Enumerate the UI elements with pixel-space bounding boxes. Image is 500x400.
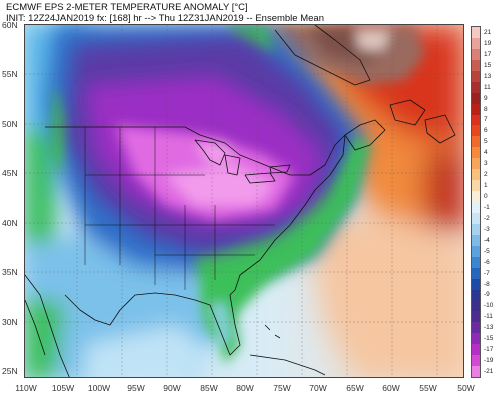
lon-label: 110W	[15, 383, 37, 393]
color-scale-label: -21	[484, 368, 494, 376]
color-scale-label: -6	[484, 258, 490, 266]
color-scale-cell	[472, 158, 480, 170]
lon-label: 100W	[87, 383, 111, 393]
color-scale-cell	[472, 92, 480, 104]
lon-label: 75W	[273, 383, 291, 393]
color-scale-label: 0	[484, 193, 488, 201]
color-scale-cell	[472, 322, 480, 334]
lon-label: 80W	[236, 383, 254, 393]
color-scale-label: -7	[484, 269, 490, 277]
color-scale-label: 3	[484, 160, 488, 168]
lon-label: 50W	[457, 383, 475, 393]
lon-label: 85W	[200, 383, 218, 393]
color-scale-bar	[471, 26, 481, 378]
color-scale-label: -8	[484, 280, 490, 288]
lon-label: 55W	[419, 383, 437, 393]
color-scale-cell	[472, 344, 480, 356]
color-scale-label: 13	[484, 72, 492, 80]
color-scale-cell	[472, 27, 480, 38]
color-scale-label: 5	[484, 138, 488, 146]
color-scale-cell	[472, 169, 480, 181]
lat-label: 40N	[2, 218, 18, 228]
lon-label: 65W	[346, 383, 364, 393]
color-scale-cell	[472, 256, 480, 268]
color-scale-cell	[472, 191, 480, 202]
color-scale-label: 21	[484, 28, 492, 36]
color-scale-cell	[472, 114, 480, 126]
color-scale-cell	[472, 355, 480, 367]
temperature-anomaly-map	[24, 24, 464, 378]
color-scale-cell	[472, 202, 480, 213]
color-scale-cell	[472, 223, 480, 235]
color-scale-label: 15	[484, 61, 492, 69]
color-scale-label: -11	[484, 313, 493, 321]
color-scale-cell	[472, 311, 480, 323]
color-scale-cell	[472, 212, 480, 224]
color-scale-cell	[472, 300, 480, 312]
color-scale-cell	[472, 136, 480, 148]
graticule	[25, 25, 463, 377]
color-scale-cell	[472, 333, 480, 345]
lon-label: 105W	[51, 383, 75, 393]
florida-region	[205, 290, 240, 365]
color-scale-label: -1	[484, 203, 490, 211]
color-scale-cell	[472, 366, 480, 377]
color-scale-label: 8	[484, 105, 488, 113]
color-scale-label: -9	[484, 291, 490, 299]
color-scale-label: -13	[484, 324, 494, 332]
color-scale-label: -5	[484, 247, 490, 255]
map-subtitle: INIT: 12Z24JAN2019 fx: [168] hr --> Thu …	[6, 13, 324, 24]
lat-label: 30N	[2, 317, 18, 327]
color-scale-label: -2	[484, 214, 490, 222]
lat-label: 50N	[2, 119, 18, 129]
color-scale-cell	[472, 81, 480, 93]
color-scale-label: 9	[484, 94, 488, 102]
coastlines-and-borders	[25, 25, 456, 377]
lat-label: 35N	[2, 267, 18, 277]
color-scale-label: 17	[484, 50, 492, 58]
color-scale-label: -10	[484, 302, 494, 310]
lat-label: 25N	[2, 366, 18, 376]
color-scale-cell	[472, 289, 480, 301]
color-scale-label: -17	[484, 346, 494, 354]
color-scale-cell	[472, 70, 480, 82]
color-scale-cell	[472, 180, 480, 192]
hudson-bay-warm-region	[275, 25, 425, 85]
color-scale-cell	[472, 103, 480, 115]
color-scale-cell	[472, 234, 480, 246]
lat-label: 60N	[2, 20, 18, 30]
color-scale-cell	[472, 278, 480, 290]
lon-label: 95W	[127, 383, 145, 393]
color-scale-cell	[472, 267, 480, 279]
lat-label: 55N	[2, 69, 18, 79]
color-scale-label: 19	[484, 39, 492, 47]
color-scale-label: -4	[484, 236, 490, 244]
color-scale-label: 1	[484, 182, 488, 190]
color-scale-label: -3	[484, 225, 490, 233]
color-scale-label: -15	[484, 335, 494, 343]
color-scale-cell	[472, 59, 480, 71]
color-scale-label: 11	[484, 83, 491, 91]
color-scale-label: 4	[484, 149, 488, 157]
lon-label: 60W	[382, 383, 400, 393]
lat-label: 45N	[2, 168, 18, 178]
lon-label: 70W	[309, 383, 327, 393]
lon-label: 90W	[163, 383, 181, 393]
color-scale-label: 6	[484, 127, 488, 135]
color-scale-cell	[472, 37, 480, 49]
color-scale-cell	[472, 245, 480, 257]
color-scale-cell	[472, 48, 480, 60]
color-scale-cell	[472, 147, 480, 159]
color-scale-label: 2	[484, 171, 488, 179]
color-scale-label: -19	[484, 357, 494, 365]
color-scale-cell	[472, 125, 480, 137]
color-scale-label: 7	[484, 116, 488, 124]
map-title: ECMWF EPS 2-METER TEMPERATURE ANOMALY [°…	[6, 2, 248, 13]
